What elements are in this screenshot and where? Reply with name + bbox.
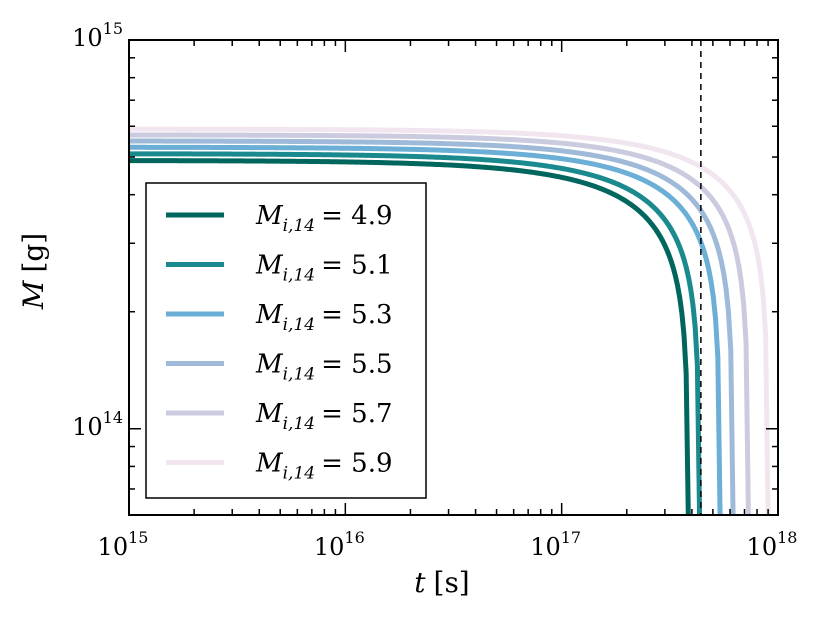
series-line-1 bbox=[129, 158, 691, 515]
y-axis-unit: [g] bbox=[17, 233, 50, 273]
series-line-3 bbox=[129, 144, 723, 515]
series-line-5 bbox=[129, 132, 751, 515]
y-axis-label: M [g] bbox=[17, 233, 50, 310]
y-axis-symbol: M bbox=[17, 279, 50, 310]
legend: Mi,14 = 4.9 Mi,14 = 5.1 Mi,14 = 5.3 Mi,14 = 5.5… bbox=[145, 182, 427, 499]
x-axis-unit: [s] bbox=[434, 566, 470, 599]
legend-label-5: Mi,14 = 5.7 bbox=[255, 399, 393, 434]
legend-box bbox=[145, 182, 427, 499]
legend-label-4: Mi,14 = 5.5 bbox=[255, 350, 393, 385]
y-tick-label: 1014 bbox=[72, 408, 123, 441]
x-tick-label: 1015 bbox=[98, 528, 149, 561]
x-tick-label: 1018 bbox=[747, 528, 798, 561]
x-tick-label: 1016 bbox=[314, 528, 365, 561]
y-tick-label: 1015 bbox=[72, 19, 123, 52]
legend-label-3: Mi,14 = 5.3 bbox=[255, 300, 393, 335]
legend-label-6: Mi,14 = 5.9 bbox=[255, 449, 393, 484]
x-tick-label: 1017 bbox=[530, 528, 581, 561]
plot-frame bbox=[128, 39, 779, 516]
legend-label-1: Mi,14 = 4.9 bbox=[255, 201, 393, 236]
series-layer bbox=[129, 126, 771, 515]
x-axis-symbol: t bbox=[414, 566, 426, 599]
series-line-4 bbox=[129, 138, 736, 515]
series-line-2 bbox=[129, 151, 703, 515]
series-line-6 bbox=[129, 126, 771, 515]
legend-label-2: Mi,14 = 5.1 bbox=[255, 251, 393, 286]
x-axis-label: t [s] bbox=[414, 566, 469, 599]
